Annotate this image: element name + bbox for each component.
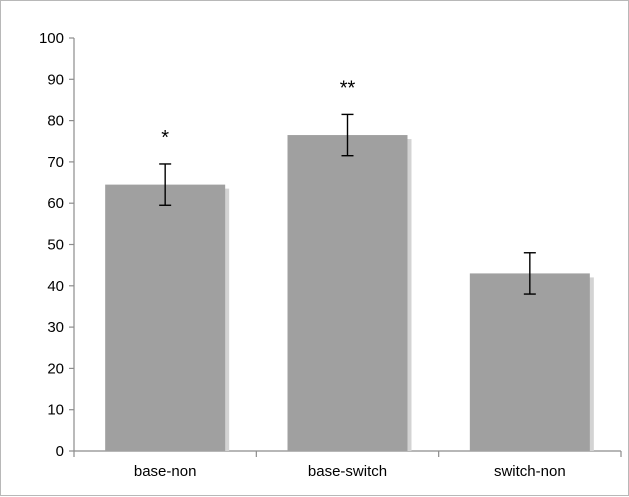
y-tick-label: 50 <box>47 237 64 254</box>
y-tick-label: 80 <box>47 113 64 130</box>
y-tick-label: 0 <box>56 443 64 460</box>
y-tick-label: 70 <box>47 154 64 171</box>
bars <box>105 113 594 452</box>
significance-marker: ** <box>340 77 356 99</box>
y-tick-label: 90 <box>47 71 64 88</box>
bar-base-switch <box>287 135 408 451</box>
significance-marker: * <box>161 127 169 149</box>
error-bar <box>159 163 172 206</box>
y-tick-label: 10 <box>47 402 64 419</box>
error-bar <box>523 252 536 295</box>
x-tick-label: base-switch <box>308 463 387 480</box>
bar-base-non <box>105 184 226 452</box>
y-tick-label: 60 <box>47 195 64 212</box>
bar-switch-non <box>469 273 590 451</box>
x-tick-label: switch-non <box>494 463 566 480</box>
labels: 0 10 20 30 40 50 60 70 80 90 100 * base-non ** base-sw… <box>39 30 566 480</box>
y-tick-label: 20 <box>47 360 64 377</box>
y-tick-label: 30 <box>47 319 64 336</box>
y-tick-label: 40 <box>47 278 64 295</box>
y-tick-label: 100 <box>39 30 64 47</box>
error-bar <box>341 113 354 157</box>
x-tick-label: base-non <box>134 463 197 480</box>
